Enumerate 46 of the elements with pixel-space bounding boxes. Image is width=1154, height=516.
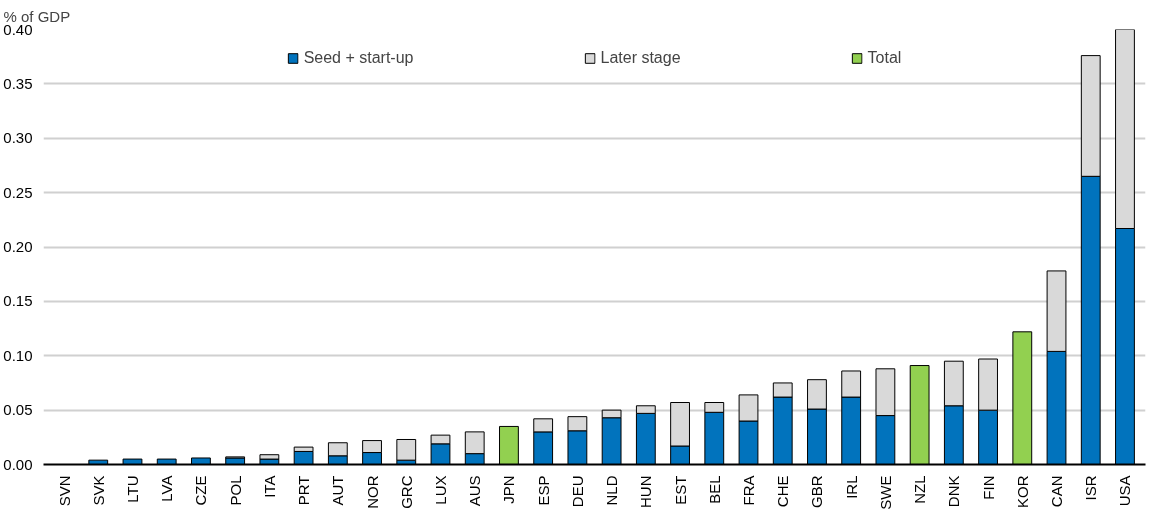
x-tick-label: NOR	[363, 475, 381, 509]
y-tick-label: 0.10	[3, 346, 33, 364]
x-tick-label: GBR	[808, 475, 826, 508]
x-tick-label: SVN	[55, 475, 73, 507]
x-tick-label: AUS	[466, 475, 484, 507]
x-tick-label: NLD	[603, 475, 621, 506]
x-tick-label: CAN	[1048, 475, 1066, 508]
x-tick-label: JPN	[500, 475, 518, 504]
x-tick-label: DEU	[568, 475, 586, 508]
x-tick-label: KOR	[1013, 475, 1031, 508]
y-tick-label: 0.25	[3, 183, 33, 201]
x-tick-label: BEL	[705, 475, 723, 504]
x-tick-label: SVK	[89, 475, 107, 506]
legend-label: Later stage	[600, 49, 681, 67]
x-tick-label: IRL	[842, 475, 860, 499]
y-tick-label: 0.05	[3, 401, 33, 419]
y-axis-title: % of GDP	[3, 7, 71, 25]
x-tick-label: USA	[1116, 475, 1134, 507]
y-tick-label: 0.15	[3, 292, 33, 310]
x-tick-label: FRA	[740, 475, 758, 506]
x-tick-label: EST	[671, 475, 689, 505]
x-tick-label: ESP	[534, 475, 552, 506]
y-tick-label: 0.30	[3, 129, 33, 147]
x-tick-label: ITA	[260, 475, 278, 498]
y-tick-label: 0.00	[3, 455, 33, 473]
x-tick-label: LUX	[431, 475, 449, 505]
x-tick-label: CHE	[774, 475, 792, 508]
legend-label: Total	[867, 49, 902, 67]
x-tick-label: LTU	[123, 475, 141, 503]
x-tick-label: PRT	[295, 475, 313, 506]
x-tick-label: SWE	[876, 475, 894, 510]
x-tick-label: AUT	[329, 475, 347, 506]
x-tick-label: ISR	[1082, 475, 1100, 501]
x-tick-label: FIN	[979, 475, 997, 500]
bar	[396, 438, 417, 461]
y-tick-label: 0.20	[3, 238, 33, 255]
x-tick-label: POL	[226, 475, 244, 506]
x-tick-label: GRC	[397, 475, 415, 509]
x-tick-label: HUN	[637, 475, 655, 508]
x-tick-label: LVA	[158, 475, 176, 502]
x-tick-label: DNK	[945, 475, 963, 508]
x-tick-label: CZE	[192, 475, 210, 506]
y-tick-label: 0.35	[3, 74, 33, 92]
legend-label: Seed + start-up	[303, 49, 414, 67]
x-tick-label: NZL	[911, 475, 929, 504]
bar	[259, 454, 280, 460]
